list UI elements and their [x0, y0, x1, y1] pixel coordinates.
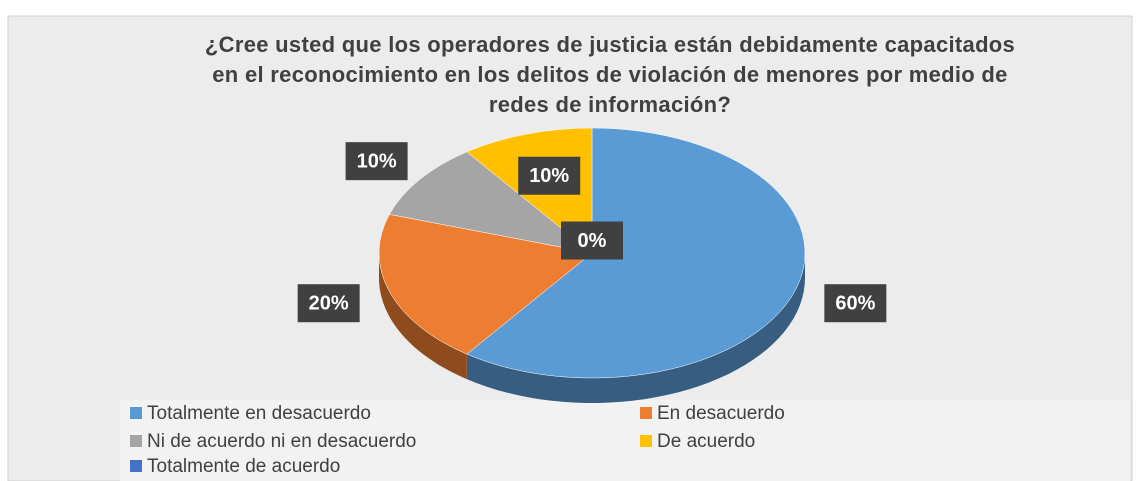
slice [389, 151, 593, 254]
slice [466, 127, 806, 379]
slice [378, 214, 593, 355]
data-label: 10% [357, 150, 397, 172]
data-label-box [345, 142, 408, 181]
data-label: 0% [578, 230, 607, 252]
legend-label: Totalmente de acuerdo [147, 456, 340, 477]
data-label-box [297, 284, 360, 323]
data-label: 10% [529, 165, 569, 187]
legend-label: De acuerdo [657, 431, 755, 452]
legend-swatch [130, 407, 142, 419]
legend-swatch [640, 407, 652, 419]
slice-side [379, 253, 467, 380]
legend-swatch [640, 435, 652, 447]
legend-label: Ni de acuerdo ni en desacuerdo [147, 431, 416, 452]
legend-swatch [130, 460, 142, 472]
legend-label: Totalmente en desacuerdo [147, 403, 371, 424]
data-label-box [561, 221, 623, 260]
slice-side [466, 253, 805, 403]
data-label-box [824, 284, 887, 323]
chart-title: ¿Cree usted que los operadores de justic… [204, 32, 1016, 117]
legend-swatch [130, 435, 142, 447]
data-label: 20% [309, 292, 349, 314]
data-label: 60% [835, 292, 875, 314]
legend-label: En desacuerdo [657, 403, 785, 424]
data-label-box [518, 156, 581, 195]
legend-box [120, 400, 1130, 481]
